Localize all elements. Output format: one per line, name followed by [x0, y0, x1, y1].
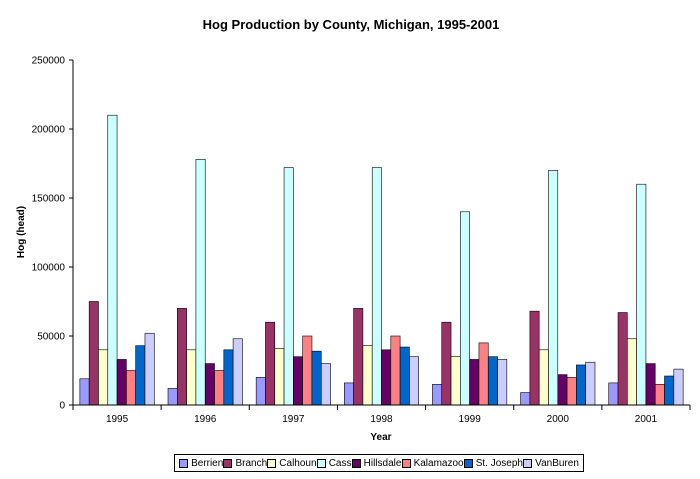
- legend-label: Hillsdale: [363, 457, 402, 469]
- chart-title: Hog Production by County, Michigan, 1995…: [203, 17, 500, 32]
- x-tick-label: 2000: [547, 414, 570, 425]
- bar-st-joseph-1997: [311, 350, 322, 406]
- bar-hillsdale-1998: [381, 349, 392, 406]
- bar-kalamazoo-1995: [126, 370, 136, 406]
- bar-kalamazoo-1997: [302, 335, 313, 406]
- legend-item: Branch: [223, 458, 267, 469]
- legend-label: Calhoun: [279, 457, 317, 469]
- legend-item: Berrien: [179, 458, 223, 469]
- bar-berrien-1999: [432, 383, 443, 406]
- bar-branch-1995: [88, 301, 99, 406]
- x-tick-label: 1999: [459, 414, 482, 425]
- bar-calhoun-2000: [538, 349, 549, 406]
- bar-calhoun-2001: [627, 338, 637, 406]
- bar-berrien-1998: [343, 382, 354, 406]
- bar-hillsdale-1999: [469, 359, 480, 406]
- chart-legend: Berrien Branch Calhoun Cass Hillsdale Kalamaz…: [174, 454, 584, 472]
- bar-vanburen-1999: [497, 359, 508, 406]
- x-tick-label: 1998: [370, 414, 393, 425]
- bar-kalamazoo-1999: [478, 342, 489, 406]
- bar-cass-1999: [460, 211, 470, 406]
- y-tick-label: 250000: [32, 56, 66, 67]
- bar-cass-1996: [195, 159, 206, 406]
- legend-swatch: [463, 458, 473, 468]
- bar-hillsdale-2000: [557, 374, 568, 406]
- legend-label: Berrien: [191, 457, 224, 469]
- bar-branch-2000: [529, 310, 540, 406]
- bar-hillsdale-2001: [645, 363, 656, 406]
- bar-cass-1997: [283, 167, 294, 406]
- bar-vanburen-1996: [232, 338, 243, 406]
- legend-item: VanBuren: [523, 458, 579, 469]
- legend-swatch: [267, 458, 277, 468]
- bar-st-joseph-1998: [399, 346, 410, 406]
- bar-st-joseph-2000: [576, 364, 586, 406]
- legend-swatch: [351, 458, 361, 468]
- legend-swatch: [179, 458, 189, 468]
- bar-vanburen-1998: [409, 356, 419, 406]
- y-tick-label: 0: [59, 401, 65, 412]
- legend-item: Hillsdale: [351, 457, 402, 469]
- legend-swatch: [523, 458, 533, 468]
- y-tick-label: 150000: [32, 194, 66, 205]
- bar-branch-1997: [265, 321, 276, 406]
- x-tick-label: 1997: [282, 414, 305, 425]
- bar-st-joseph-1999: [487, 356, 498, 406]
- bar-cass-1995: [107, 114, 118, 406]
- y-tick-label: 200000: [32, 125, 66, 136]
- y-tick-label: 100000: [32, 263, 66, 274]
- bar-vanburen-1995: [144, 332, 155, 406]
- bar-branch-1996: [177, 308, 187, 406]
- bar-st-joseph-1996: [223, 349, 234, 406]
- bar-kalamazoo-1996: [214, 370, 225, 406]
- y-tick-label: 50000: [37, 332, 65, 343]
- legend-label: VanBuren: [535, 457, 579, 469]
- x-tick-label: 1995: [106, 414, 129, 425]
- legend-item: St. Joseph: [463, 457, 523, 469]
- bar-st-joseph-2001: [664, 375, 675, 406]
- legend-item: Calhoun: [267, 457, 317, 469]
- legend-label: Kalamazoo: [413, 457, 464, 469]
- bar-calhoun-1997: [274, 348, 285, 406]
- bar-vanburen-1997: [320, 363, 331, 406]
- bar-kalamazoo-1998: [390, 335, 401, 406]
- bar-calhoun-1999: [450, 356, 461, 406]
- bar-cass-2001: [636, 183, 647, 406]
- legend-swatch: [316, 458, 326, 468]
- bar-calhoun-1995: [98, 349, 109, 406]
- bar-calhoun-1996: [186, 349, 197, 406]
- x-tick-label: 2001: [635, 414, 658, 425]
- bar-branch-1999: [441, 321, 452, 406]
- bar-cass-2000: [548, 170, 559, 406]
- bar-berrien-1997: [255, 377, 266, 406]
- y-axis-label: Hog (head): [16, 206, 27, 258]
- bar-hillsdale-1995: [116, 359, 127, 406]
- bar-branch-1998: [353, 308, 364, 406]
- legend-swatch: [401, 458, 411, 468]
- bar-kalamazoo-2000: [566, 377, 577, 406]
- bar-vanburen-2001: [673, 368, 684, 406]
- legend-item: Kalamazoo: [401, 457, 464, 469]
- legend-item: Cass: [316, 457, 352, 469]
- bar-berrien-2001: [608, 382, 619, 406]
- bar-berrien-1996: [167, 388, 178, 406]
- bar-cass-1998: [371, 167, 382, 406]
- legend-label: St. Joseph: [475, 457, 523, 469]
- bar-branch-2001: [617, 312, 628, 406]
- bar-vanburen-2000: [585, 361, 596, 406]
- bar-kalamazoo-2001: [654, 383, 665, 406]
- legend-swatch: [223, 458, 233, 468]
- bar-berrien-1995: [79, 378, 90, 406]
- bar-berrien-2000: [520, 392, 531, 406]
- bar-st-joseph-1995: [135, 345, 146, 406]
- bar-hillsdale-1996: [204, 363, 215, 406]
- legend-label: Cass: [328, 457, 352, 469]
- bar-calhoun-1998: [362, 345, 373, 406]
- legend-label: Branch: [235, 457, 268, 469]
- x-tick-label: 1996: [194, 414, 217, 425]
- bar-hillsdale-1997: [293, 356, 303, 406]
- x-axis-label: Year: [370, 432, 391, 443]
